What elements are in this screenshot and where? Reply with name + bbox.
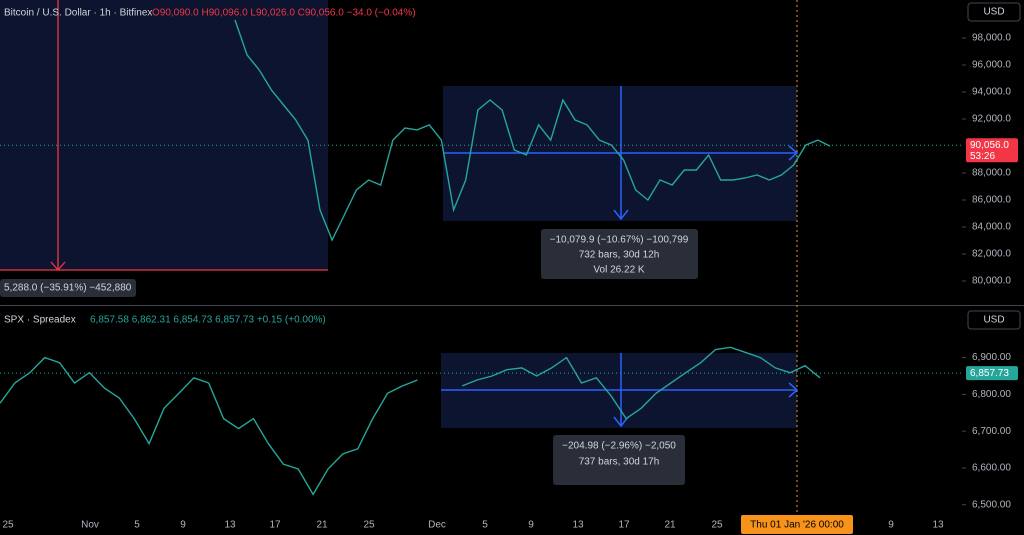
y-tick-label: 92,000.0: [972, 114, 1011, 125]
x-tick-label: 9: [888, 520, 894, 531]
measure-label: 732 bars, 30d 12h: [579, 250, 660, 261]
y-tick-label: 86,000.0: [972, 195, 1011, 206]
x-tick-label: 5: [482, 520, 488, 531]
y-tick-label: 88,000.0: [972, 168, 1011, 179]
symbol: SPX · Spreadex: [4, 315, 76, 326]
y-tick-label: 6,900.00: [972, 352, 1011, 363]
measure-label: 737 bars, 30d 17h: [579, 457, 660, 468]
ohlc: O90,090.0 H90,096.0 L90,026.0 C90,056.0 …: [152, 8, 416, 19]
ohlc: 6,857.58 6,862.31 6,854.73 6,857.73 +0.1…: [90, 315, 326, 326]
x-tick-label: 13: [224, 520, 236, 531]
price-line: [0, 346, 821, 496]
measure-label: Vol 26.22 K: [593, 265, 644, 276]
measure-arrow-left: [0, 0, 328, 271]
x-tick-label: 25: [363, 520, 375, 531]
y-tick-label: 80,000.0: [972, 276, 1011, 287]
y-tick-label: 94,000.0: [972, 87, 1011, 98]
y-tick-label: 6,800.00: [972, 389, 1011, 400]
y-tick-label: 6,600.00: [972, 463, 1011, 474]
x-tick-label: 17: [618, 520, 630, 531]
x-tick-label: 9: [180, 520, 186, 531]
measure-zone: [0, 0, 328, 270]
x-tick-label: Dec: [428, 520, 446, 531]
x-tick-label: 9: [528, 520, 534, 531]
last-price: 90,056.0: [970, 140, 1009, 151]
measure-label-box: [553, 435, 685, 485]
y-tick-label: 6,700.00: [972, 426, 1011, 437]
currency-button[interactable]: [967, 310, 1021, 330]
symbol: Bitcoin / U.S. Dollar · 1h · Bitfinex: [4, 8, 152, 19]
crosshair-date-box: [741, 515, 853, 534]
y-tick-label: 96,000.0: [972, 60, 1011, 71]
countdown: 53:26: [970, 151, 995, 162]
x-tick-label: 25: [711, 520, 723, 531]
x-tick-label: 5: [134, 520, 140, 531]
x-tick-label: 13: [572, 520, 584, 531]
price-line: [234, 19, 831, 242]
x-tick-label: 21: [664, 520, 676, 531]
measure-label: −204.98 (−2.96%) −2,050: [562, 441, 676, 452]
currency-button[interactable]: [967, 2, 1021, 22]
last-price-badge: [966, 366, 1018, 381]
x-tick-label: 13: [932, 520, 944, 531]
last-price: 6,857.73: [970, 368, 1009, 379]
measure-arrow: [441, 86, 799, 428]
x-tick-label: 21: [316, 520, 328, 531]
currency[interactable]: USD: [983, 315, 1004, 326]
crosshair-date: Thu 01 Jan '26 00:00: [750, 520, 844, 531]
measure-label-box: [541, 229, 698, 279]
measure-label-box: [0, 279, 136, 297]
y-tick-label: 84,000.0: [972, 222, 1011, 233]
y-tick-label: 6,500.00: [972, 499, 1011, 510]
x-tick-label: 25: [2, 520, 14, 531]
currency[interactable]: USD: [983, 7, 1004, 18]
x-tick-label: 17: [269, 520, 281, 531]
x-tick-label: Nov: [81, 520, 99, 531]
measure-label: 5,288.0 (−35.91%) −452,880: [4, 283, 132, 294]
last-price-badge: [966, 138, 1018, 163]
y-tick-label: 98,000.0: [972, 33, 1011, 44]
measure-label: −10,079.9 (−10.67%) −100,799: [550, 235, 689, 246]
y-tick-label: 82,000.0: [972, 249, 1011, 260]
